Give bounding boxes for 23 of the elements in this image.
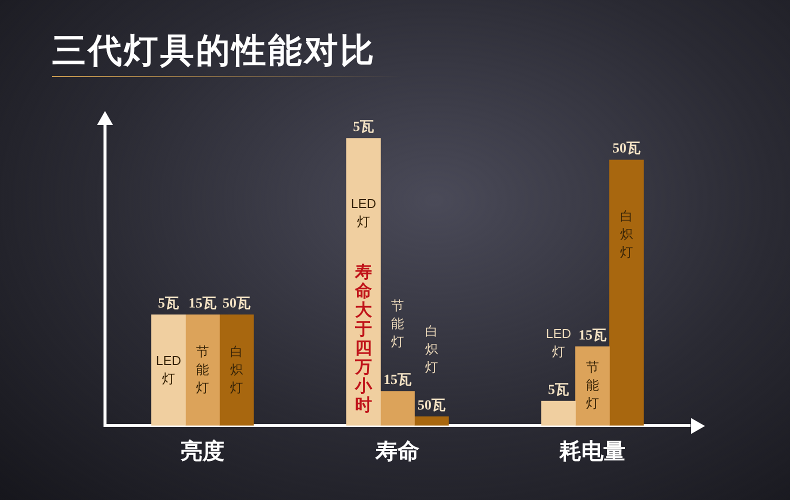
annotation: 50瓦 [418,398,446,414]
annotation: 寿命大于四万小时 [354,262,373,414]
text: LED灯 [546,326,572,359]
text: 5瓦 [353,120,374,136]
chart-title: 三代灯具的性能对比 [52,32,376,72]
x-tick-label: 耗电量 [558,438,626,464]
annotation: 5瓦 [548,382,569,398]
annotation: 15瓦 [384,373,412,388]
series-label: 白炽灯 [230,344,243,395]
text: 节能灯 [391,298,404,350]
annotation: 50瓦 [222,296,250,312]
annotation: 5瓦 [158,296,179,312]
text: 白炽灯 [425,323,438,374]
text: 白炽灯 [620,208,633,260]
text: 节能灯 [586,360,599,411]
x-tick-label: 亮度 [180,438,224,464]
annotation: 50瓦 [612,142,640,157]
annotation: 15瓦 [578,328,606,344]
series-label: LED灯 [156,352,182,386]
text: LED灯 [350,196,376,230]
series-label: 节能灯 [196,344,209,395]
x-tick-label: 寿命 [374,438,420,464]
annotation: 15瓦 [188,296,216,312]
